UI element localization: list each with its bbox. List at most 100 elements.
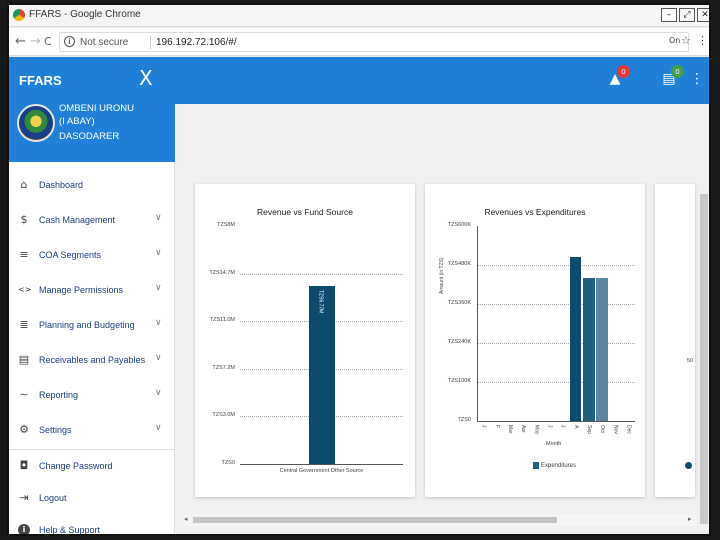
bar [308, 285, 335, 464]
horizontal-scrollbar[interactable]: ◂ ▸ [183, 514, 697, 526]
window-title: FFARS - Google Chrome [29, 9, 141, 20]
legend-swatch-icon [533, 462, 539, 469]
gridline [477, 343, 635, 344]
y-tick-label: TZS7.2M [212, 364, 235, 371]
close-sidebar-icon[interactable]: X [139, 66, 153, 90]
logout-icon: ⇥ [19, 491, 29, 504]
chrome-menu-icon[interactable]: ⋮ [697, 34, 708, 47]
key-icon[interactable]: On [669, 36, 681, 45]
x-tick-label: J [559, 425, 566, 428]
url-input[interactable]: i Not secure 196.192.72.106/#/ [59, 32, 689, 52]
sidebar-item-help-support[interactable]: i Help & Support [9, 514, 175, 535]
bar [583, 278, 595, 421]
x-tick-label: Nov [612, 425, 619, 434]
sidebar-item-settings[interactable]: ⚙ Settings ∨ [9, 414, 175, 449]
gridline [477, 382, 635, 383]
sidebar-item-cash-management[interactable]: $ Cash Management ∨ [9, 204, 175, 239]
revenue-fund-source-chart: TZS0 TZS3.0M TZS7.2M TZS11.0M TZS14.7M TZS8M T… [195, 184, 415, 497]
x-tick-label: May [533, 425, 540, 435]
notifications-badge: 0 [617, 65, 630, 78]
bell-icon[interactable]: ▲ [609, 71, 621, 87]
chevron-down-icon: ∨ [155, 423, 162, 433]
y-tick-label: TZS0 [221, 460, 235, 466]
sidebar-item-label: Help & Support [39, 525, 101, 535]
address-bar: ← → C i Not secure 196.192.72.106/#/ On … [9, 28, 709, 56]
close-window-button[interactable]: ✕ [697, 8, 709, 22]
chevron-down-icon: ∨ [155, 388, 162, 398]
sidebar-item-label: Manage Permissions [39, 285, 124, 295]
trend-icon: ∼ [19, 388, 29, 401]
scroll-left-icon[interactable]: ◂ [184, 515, 188, 523]
x-tick-label: Mar [506, 425, 513, 434]
x-tick-label: J [480, 425, 487, 428]
pie-legend-icon [685, 462, 692, 469]
sidebar-item-label: Cash Management [39, 215, 116, 225]
chart-title: Revenues vs Expenditures [484, 207, 586, 217]
y-tick-label: TZS240K [447, 339, 471, 345]
sidebar-menu: ⌂ Dashboard $ Cash Management ∨ ≡ COA Se… [9, 169, 175, 535]
browser-window: FFARS - Google Chrome – ⤢ ✕ ← → C i Not … [7, 3, 711, 536]
help-icon: i [18, 524, 30, 534]
sidebar-item-label: COA Segments [39, 250, 102, 260]
x-tick-label: J [546, 425, 553, 428]
y-tick-label: TZS480K [447, 261, 471, 267]
sidebar-item-coa-segments[interactable]: ≡ COA Segments ∨ [9, 239, 175, 274]
sidebar-item-manage-permissions[interactable]: <> Manage Permissions ∨ [9, 274, 175, 309]
y-tick-label: TZS14.7M [209, 269, 235, 276]
sidebar-divider [9, 449, 175, 450]
sidebar: FFARS X OMBENI URONU (I ABAY) DASODARER … [9, 57, 175, 535]
vertical-scrollbar[interactable] [699, 104, 709, 534]
sidebar-item-label: Receivables and Payables [39, 355, 146, 365]
y-tick-label: TZS8M [216, 222, 235, 228]
vertical-scroll-thumb[interactable] [700, 194, 708, 524]
info-icon[interactable]: i [64, 36, 75, 47]
x-tick-label: Sep [585, 425, 592, 434]
scroll-right-icon[interactable]: ▸ [688, 515, 692, 523]
ledger-icon: ▤ [18, 353, 30, 366]
sidebar-item-label: Planning and Budgeting [39, 320, 135, 330]
y-tick-label: TZS0 [457, 417, 471, 423]
chevron-down-icon: ∨ [155, 213, 162, 223]
data-label: TZS6.77M [317, 289, 324, 313]
more-vert-icon[interactable]: ⋮ [690, 71, 704, 87]
maximize-button[interactable]: ⤢ [679, 8, 695, 22]
minimize-button[interactable]: – [661, 8, 677, 22]
chevron-down-icon: ∨ [155, 353, 162, 363]
reload-icon[interactable]: C [44, 35, 52, 48]
sidebar-item-label: Reporting [39, 390, 79, 400]
partial-card: 50 [655, 184, 695, 497]
star-icon[interactable]: ☆ [681, 34, 691, 47]
x-tick-label: F [493, 425, 500, 429]
revenues-expenditures-card: Revenues vs Expenditures TZS0 TZS100K TZS2… [425, 184, 645, 497]
sidebar-item-logout[interactable]: ⇥ Logout [9, 482, 175, 514]
x-axis [477, 421, 635, 422]
sidebar-item-label: Logout [39, 493, 67, 503]
x-axis [240, 464, 403, 465]
gridline [240, 273, 403, 275]
y-tick-label: TZS360K [447, 300, 471, 306]
horizontal-scroll-thumb[interactable] [193, 517, 557, 523]
y-axis [477, 226, 478, 421]
chrome-icon [13, 9, 25, 21]
sidebar-item-change-password[interactable]: ◘ Change Password [9, 450, 175, 482]
x-tick-label: Central Government Other Source [279, 468, 364, 474]
x-axis-label: Month [546, 441, 562, 447]
back-icon[interactable]: ← [15, 34, 26, 49]
chevron-down-icon: ∨ [155, 283, 162, 293]
sidebar-item-label: Dashboard [39, 180, 84, 190]
forward-icon[interactable]: → [30, 34, 41, 49]
sidebar-item-reporting[interactable]: ∼ Reporting ∨ [9, 379, 175, 414]
sidebar-item-dashboard[interactable]: ⌂ Dashboard [9, 169, 175, 204]
lock-icon: ◘ [19, 459, 29, 472]
home-icon: ⌂ [20, 178, 28, 191]
not-secure-label: Not secure [80, 37, 129, 48]
user-name: OMBENI URONU [59, 103, 134, 114]
bar [596, 278, 608, 421]
emblem-logo [17, 104, 55, 142]
x-tick-label: Apr [520, 425, 527, 433]
x-tick-label: Oct [599, 425, 606, 433]
url-text[interactable]: 196.192.72.106/#/ [156, 37, 237, 48]
sidebar-item-planning-budgeting[interactable]: ≣ Planning and Budgeting ∨ [9, 309, 175, 344]
sidebar-header: FFARS X OMBENI URONU (I ABAY) DASODARER [9, 57, 175, 162]
sidebar-item-receivables-payables[interactable]: ▤ Receivables and Payables ∨ [9, 344, 175, 379]
